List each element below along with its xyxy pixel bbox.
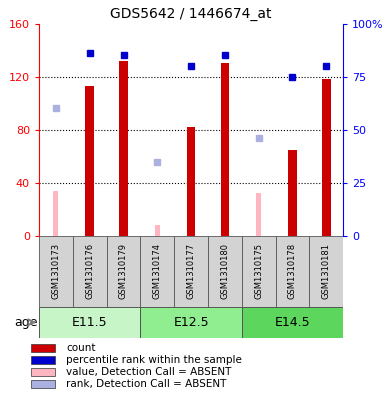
Bar [106, 236, 140, 307]
Bar [39, 307, 140, 338]
Text: percentile rank within the sample: percentile rank within the sample [66, 355, 242, 365]
Text: rank, Detection Call = ABSENT: rank, Detection Call = ABSENT [66, 379, 227, 389]
Bar [187, 127, 195, 236]
Text: E12.5: E12.5 [173, 316, 209, 329]
Title: GDS5642 / 1446674_at: GDS5642 / 1446674_at [110, 7, 272, 21]
Bar [288, 150, 297, 236]
Text: GSM1310176: GSM1310176 [85, 243, 94, 299]
Bar [174, 236, 208, 307]
Bar [208, 236, 242, 307]
Text: count: count [66, 343, 96, 353]
Bar [73, 236, 106, 307]
Bar [31, 368, 55, 376]
Bar [39, 236, 73, 307]
Bar [221, 63, 229, 236]
Bar [276, 236, 309, 307]
Text: GSM1310179: GSM1310179 [119, 243, 128, 299]
Bar [140, 236, 174, 307]
Text: GSM1310181: GSM1310181 [322, 243, 331, 299]
Bar [85, 86, 94, 236]
Bar [119, 61, 128, 236]
Bar [242, 236, 276, 307]
Text: GSM1310173: GSM1310173 [51, 243, 60, 299]
Text: value, Detection Call = ABSENT: value, Detection Call = ABSENT [66, 367, 232, 377]
Bar [53, 191, 58, 236]
Text: GSM1310174: GSM1310174 [153, 243, 162, 299]
Bar [31, 344, 55, 352]
Text: GSM1310178: GSM1310178 [288, 243, 297, 299]
Text: GSM1310175: GSM1310175 [254, 243, 263, 299]
Text: GSM1310180: GSM1310180 [220, 243, 229, 299]
Bar [256, 193, 261, 236]
Bar [140, 307, 242, 338]
Bar [31, 356, 55, 364]
Text: E11.5: E11.5 [72, 316, 108, 329]
Bar [242, 307, 343, 338]
Bar [155, 225, 160, 236]
Text: GSM1310177: GSM1310177 [186, 243, 196, 299]
Text: age: age [14, 316, 37, 329]
Bar [309, 236, 343, 307]
Bar [31, 380, 55, 388]
Text: E14.5: E14.5 [275, 316, 310, 329]
Bar [322, 79, 330, 236]
